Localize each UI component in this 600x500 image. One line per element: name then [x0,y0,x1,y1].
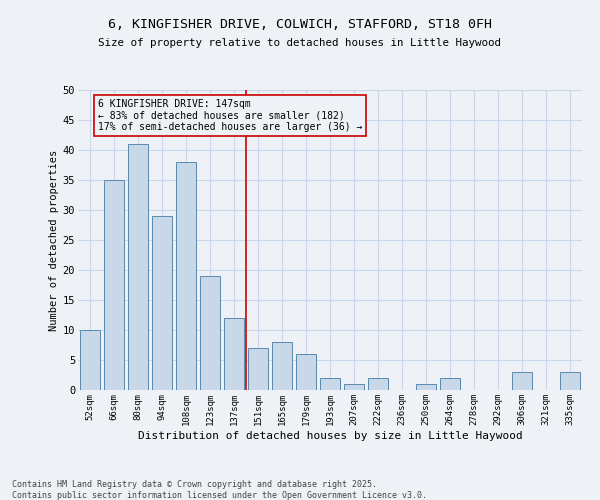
Text: Contains HM Land Registry data © Crown copyright and database right 2025.
Contai: Contains HM Land Registry data © Crown c… [12,480,427,500]
Bar [512,372,532,390]
Text: 6, KINGFISHER DRIVE, COLWICH, STAFFORD, ST18 0FH: 6, KINGFISHER DRIVE, COLWICH, STAFFORD, … [108,18,492,30]
Bar [224,318,244,390]
Y-axis label: Number of detached properties: Number of detached properties [49,150,59,330]
Text: 6 KINGFISHER DRIVE: 147sqm
← 83% of detached houses are smaller (182)
17% of sem: 6 KINGFISHER DRIVE: 147sqm ← 83% of deta… [98,99,362,132]
Bar [416,384,436,390]
Bar [128,144,148,390]
Bar [344,384,364,390]
Bar [296,354,316,390]
X-axis label: Distribution of detached houses by size in Little Haywood: Distribution of detached houses by size … [137,430,523,440]
Bar [560,372,580,390]
Bar [248,348,268,390]
Bar [176,162,196,390]
Text: Size of property relative to detached houses in Little Haywood: Size of property relative to detached ho… [98,38,502,48]
Bar [440,378,460,390]
Bar [80,330,100,390]
Bar [272,342,292,390]
Bar [368,378,388,390]
Bar [200,276,220,390]
Bar [320,378,340,390]
Bar [104,180,124,390]
Bar [152,216,172,390]
